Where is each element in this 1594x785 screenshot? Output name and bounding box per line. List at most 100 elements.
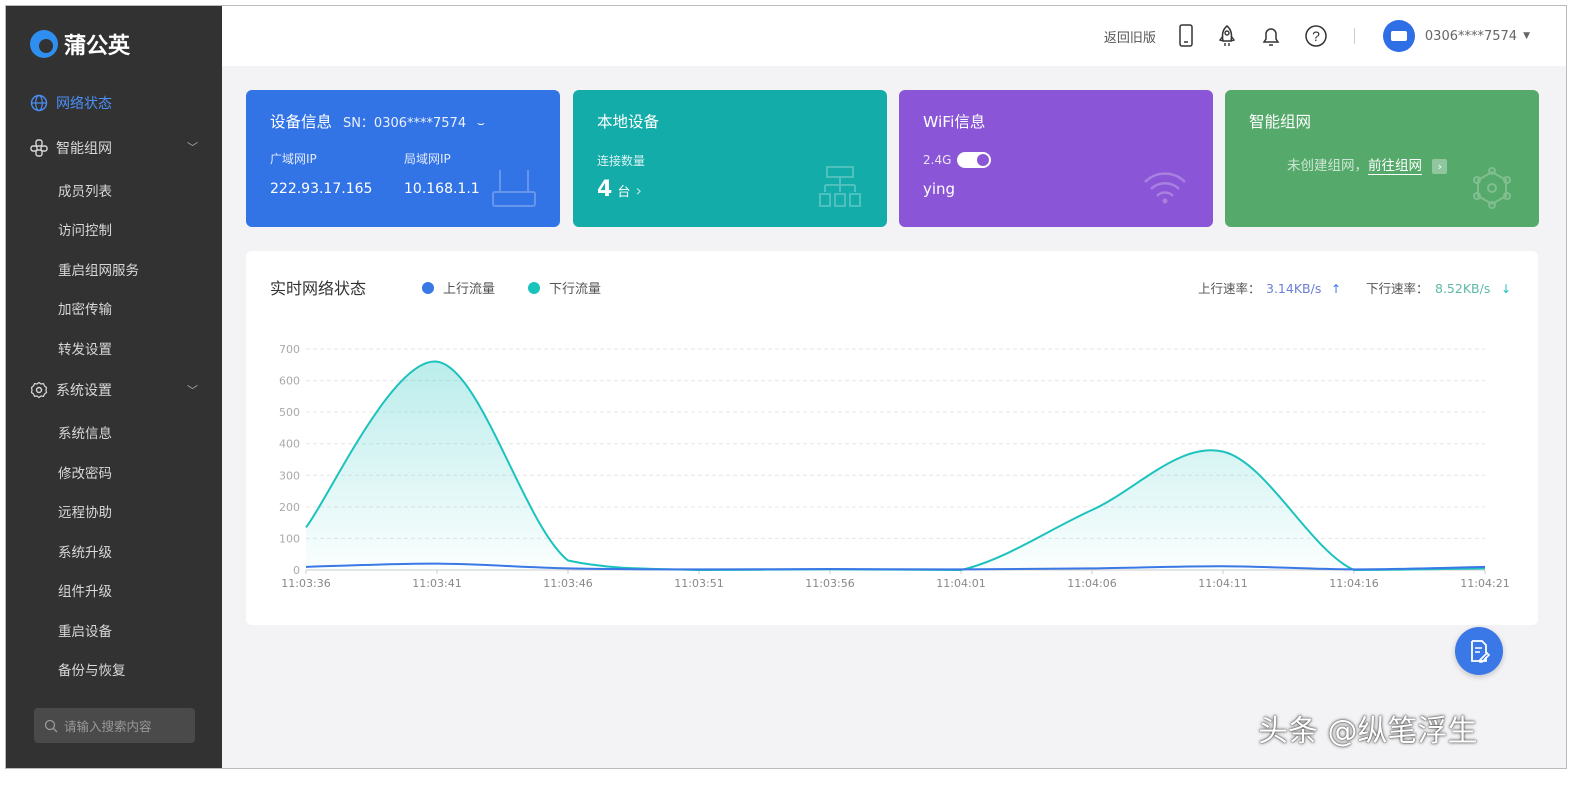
gear-icon [30,381,48,399]
wifi-icon [1144,172,1186,204]
device-count: 4 [597,177,613,202]
logo-icon [30,30,58,58]
search-icon [44,719,58,732]
sidebar-group-label: 网络状态 [56,95,112,112]
bell-icon[interactable] [1260,24,1282,48]
x-tick-label: 11:03:51 [674,577,723,590]
chevron-down-icon[interactable]: ﹀ [187,383,198,397]
y-tick-label: 600 [279,375,300,388]
card-title: 本地设备 [597,113,660,131]
upload-series-line [305,562,1486,571]
up-rate: 3.14KB/s [1266,281,1321,296]
y-tick-label: 100 [279,532,300,545]
y-tick-label: 400 [279,438,300,451]
chevron-right-icon: › [635,181,642,200]
x-tick-label: 11:04:11 [1198,577,1247,590]
serial-number: SN：0306****7574 [342,116,467,131]
sidebar-group-0[interactable]: 网络状态 [6,80,222,125]
x-tick-label: 11:04:21 [1460,577,1509,590]
sidebar-item[interactable]: 修改密码 [58,465,112,482]
svg-text:?: ? [1312,28,1320,44]
realtime-network-panel: 实时网络状态 上行流量 下行流量 上行速率： 3.14KB/s 下行速率： 8.52KB/s… [246,251,1538,625]
chart-title: 实时网络状态 [270,279,366,298]
sidebar-group-1[interactable]: 智能组网 ﹀ [6,125,222,170]
sidebar-group-label: 智能组网 [56,140,112,157]
y-tick-label: 300 [279,469,300,482]
x-tick-label: 11:04:16 [1329,577,1378,590]
create-network-link[interactable]: 前往组网 [1368,158,1422,175]
card-title: WiFi信息 [923,113,986,131]
device-info-card: 设备信息 SN：0306****7574 ⌣ 广域网IP 222.93.17.16… [246,90,560,227]
lan-ip: 10.168.1.1 [404,181,480,197]
user-id: 0306****7574 [1424,28,1518,44]
card-title: 智能组网 [1249,113,1312,131]
wan-label: 广域网IP [270,152,317,166]
chevron-down-icon[interactable]: ﹀ [187,141,198,154]
mobile-icon[interactable] [1178,24,1194,48]
local-devices-card[interactable]: 本地设备 连接数量 4 台 › [573,90,887,227]
wifi-info-card[interactable]: WiFi信息 2.4G ying [899,90,1213,227]
count-unit: 台 [617,185,631,200]
sidebar-item[interactable]: 转发设置 [58,341,112,358]
sidebar-item[interactable]: 访问控制 [58,223,112,240]
sidebar-item[interactable]: 重启组网服务 [58,262,139,279]
feedback-button[interactable] [1455,627,1503,675]
download-area [306,361,1485,570]
x-tick-label: 11:04:06 [1067,577,1116,590]
sidebar-item[interactable]: 组件升级 [58,584,112,601]
arrow-up-icon: ↑ [1331,282,1341,296]
logo[interactable]: 蒲公英 [30,28,130,60]
top-header: 返回旧版 ? 0306****7574 ▼ [222,6,1566,66]
x-tick-label: 11:03:41 [412,577,461,590]
search-input[interactable]: 请输入搜索内容 [34,708,195,743]
app-name: 蒲公英 [64,34,131,59]
sidebar-item[interactable]: 远程协助 [58,505,112,522]
legend-label[interactable]: 上行流量 [443,282,495,297]
legend-marker[interactable] [528,282,540,294]
x-tick-label: 11:03:46 [543,577,592,590]
back-old-version-link[interactable]: 返回旧版 [1103,30,1156,46]
x-tick-label: 11:03:36 [281,577,330,590]
eye-closed-icon[interactable]: ⌣ [477,116,485,130]
wifi-band: 2.4G [923,153,952,167]
router-icon [492,170,536,207]
mesh-status: 未创建组网， [1287,158,1368,174]
caret-down-icon: ▼ [1523,31,1530,41]
topology-icon [819,166,861,207]
arrow-right-icon[interactable]: › [1432,159,1448,174]
watermark: 头条 @纵笔浮生 [1258,714,1478,749]
lan-label: 局域网IP [404,152,451,166]
sidebar-item[interactable]: 成员列表 [58,183,112,200]
count-label: 连接数量 [597,154,646,168]
user-menu[interactable]: 0306****7574 ▼ [1425,29,1530,44]
globe-icon [30,94,48,112]
sidebar-item[interactable]: 备份与恢复 [58,663,126,680]
sidebar-nav: 网络状态智能组网 ﹀ 成员列表访问控制重启组网服务 加密传输转发设置系统设置 ﹀ 系统信息… [6,80,222,689]
smart-network-card: 智能组网 未创建组网，前往组网 › [1225,90,1539,227]
down-rate: 8.52KB/s [1435,281,1490,296]
sidebar-item[interactable]: 系统信息 [58,426,112,443]
edit-document-icon [1471,640,1490,663]
avatar[interactable] [1382,20,1415,52]
x-tick-label: 11:03:56 [805,577,854,590]
legend-label[interactable]: 下行流量 [549,282,601,297]
up-rate-label: 上行速率： [1198,281,1261,296]
down-rate-label: 下行速率： [1366,281,1429,296]
y-tick-label: 0 [293,564,300,577]
sidebar-item[interactable]: 系统升级 [58,544,112,561]
help-icon[interactable]: ? [1304,24,1328,48]
arrow-down-icon: ↓ [1501,282,1511,296]
y-tick-label: 200 [279,501,300,514]
wifi-ssid: ying [923,180,956,198]
app-window: 蒲公英 网络状态智能组网 ﹀ 成员列表访问控制重启组网服务 加密传输转发设置系统设置 ﹀… [5,5,1567,769]
wan-ip: 222.93.17.165 [270,181,373,197]
divider [1353,28,1355,44]
sidebar: 蒲公英 网络状态智能组网 ﹀ 成员列表访问控制重启组网服务 加密传输转发设置系统设置 ﹀… [6,6,222,768]
sidebar-item[interactable]: 加密传输 [58,302,112,319]
search-placeholder: 请输入搜索内容 [64,719,152,734]
legend-marker[interactable] [422,282,434,294]
sidebar-item[interactable]: 重启设备 [58,623,112,640]
wifi-toggle[interactable] [957,152,992,168]
rocket-icon[interactable] [1216,24,1238,48]
sidebar-group-2[interactable]: 系统设置 ﹀ [6,368,222,413]
